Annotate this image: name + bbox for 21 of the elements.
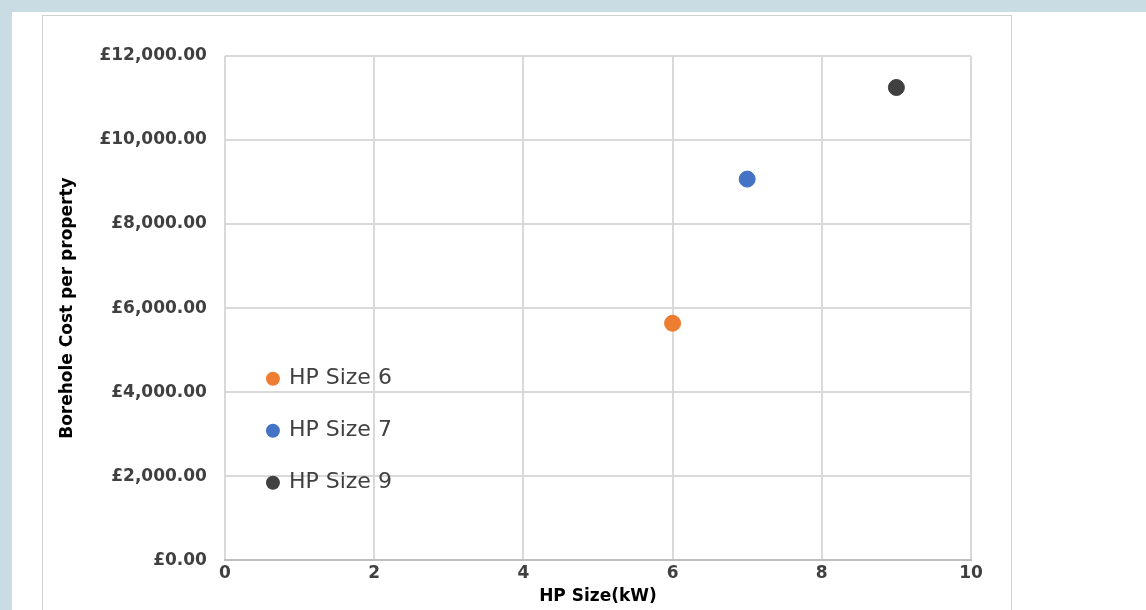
point xyxy=(887,79,905,97)
y-axis-title: Borehole Cost per property xyxy=(55,177,76,439)
x-tick-label: 10 xyxy=(959,561,983,582)
y-tick-label: £0.00 xyxy=(153,548,208,569)
y-tick-label: £6,000.00 xyxy=(111,296,208,317)
legend-label: HP Size 7 xyxy=(288,416,392,442)
y-tick-label: £2,000.00 xyxy=(111,464,208,485)
legend-label: HP Size 6 xyxy=(288,364,392,390)
x-tick-label: 2 xyxy=(368,561,381,582)
legend-label: HP Size 9 xyxy=(288,468,392,494)
y-tick-label: £10,000.00 xyxy=(99,128,208,149)
y-tick-label: £12,000.00 xyxy=(99,44,208,65)
x-axis-title: HP Size(kW) xyxy=(539,585,657,606)
point xyxy=(664,314,682,332)
y-tick-label: £8,000.00 xyxy=(111,212,208,233)
x-tick-label: 4 xyxy=(517,561,530,582)
point xyxy=(738,170,756,188)
x-tick-label: 8 xyxy=(815,561,828,582)
y-tick-label: £4,000.00 xyxy=(111,380,208,401)
x-tick-label: 0 xyxy=(219,561,232,582)
x-tick-label: 6 xyxy=(666,561,679,582)
